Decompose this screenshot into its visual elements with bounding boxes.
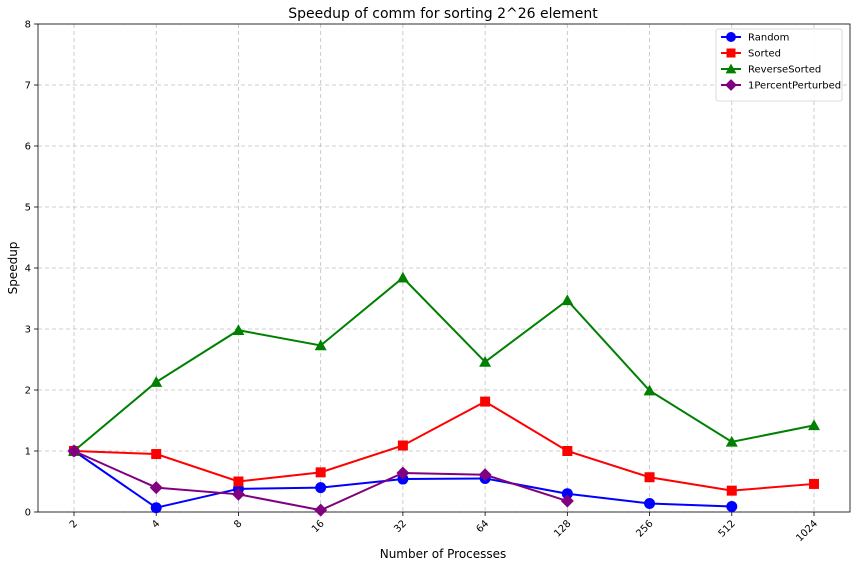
data-point [67, 444, 81, 458]
x-tick-label: 128 [552, 518, 573, 539]
x-axis-label: Number of Processes [380, 547, 507, 561]
data-point [314, 339, 327, 351]
data-point [808, 419, 820, 431]
chart-title: Speedup of comm for sorting 2^26 element [288, 6, 598, 22]
data-point [725, 435, 738, 447]
y-tick-label: 3 [25, 325, 31, 336]
data-point [562, 446, 573, 456]
data-point [150, 376, 163, 387]
x-tick-label: 256 [634, 518, 655, 539]
y-tick-label: 5 [25, 203, 31, 214]
data-point [396, 466, 410, 480]
legend-marker [726, 32, 736, 42]
data-point [644, 472, 655, 483]
data-point [396, 271, 409, 283]
data-point [315, 467, 326, 478]
series-reversesorted [68, 271, 820, 456]
data-point [232, 324, 245, 336]
y-tick-label: 2 [25, 386, 31, 397]
series-sorted [69, 396, 819, 496]
legend-label: Random [748, 33, 789, 44]
y-tick-label: 6 [25, 142, 31, 153]
data-point [643, 384, 656, 396]
data-point [478, 468, 492, 482]
data-point [479, 355, 492, 367]
series-layer [67, 271, 820, 517]
data-point [233, 476, 244, 487]
legend-item: Sorted [721, 48, 781, 60]
x-tick-label: 1024 [794, 518, 820, 544]
series-line [73, 276, 815, 452]
legend-label: 1PercentPerturbed [748, 81, 841, 92]
data-point [231, 487, 245, 501]
data-point [151, 449, 162, 460]
x-tick-label: 8 [232, 518, 244, 530]
series-1percentperturbed [67, 444, 574, 517]
y-tick-label: 4 [25, 264, 31, 275]
legend-item: 1PercentPerturbed [721, 79, 841, 92]
legend-box [715, 28, 843, 102]
x-tick-label: 64 [474, 518, 491, 535]
data-point [561, 294, 574, 306]
data-point [480, 396, 491, 407]
data-point [561, 488, 573, 500]
x-tick-label: 2 [68, 518, 80, 530]
legend: Random Sorted ReverseSorted 1PercentPerturb… [715, 28, 843, 102]
legend-label: Sorted [748, 49, 781, 60]
series-line [73, 400, 815, 492]
x-tick-label: 32 [392, 518, 409, 535]
data-point [150, 502, 162, 514]
data-point [726, 501, 738, 513]
y-tick-label: 1 [25, 447, 31, 458]
legend-marker [725, 63, 737, 74]
data-point [726, 485, 737, 496]
data-point [314, 503, 328, 517]
legend-marker [726, 48, 736, 58]
data-point [149, 481, 163, 495]
data-point [315, 482, 327, 494]
grid [38, 23, 850, 513]
legend-item: Random [721, 32, 789, 44]
x-tick-label: 4 [150, 518, 162, 530]
data-point [644, 497, 656, 509]
data-point [809, 478, 819, 489]
x-tick-label: 512 [717, 518, 738, 539]
y-axis-label: Speedup [6, 242, 20, 295]
legend-label: ReverseSorted [748, 65, 821, 76]
data-point [560, 494, 574, 508]
y-tick-label: 0 [25, 508, 31, 519]
x-tick-label: 16 [310, 518, 327, 535]
legend-marker [725, 79, 737, 91]
y-tick-label: 8 [25, 20, 31, 31]
legend-item: ReverseSorted [721, 63, 821, 76]
data-point [397, 440, 408, 451]
y-tick-label: 7 [25, 81, 31, 92]
